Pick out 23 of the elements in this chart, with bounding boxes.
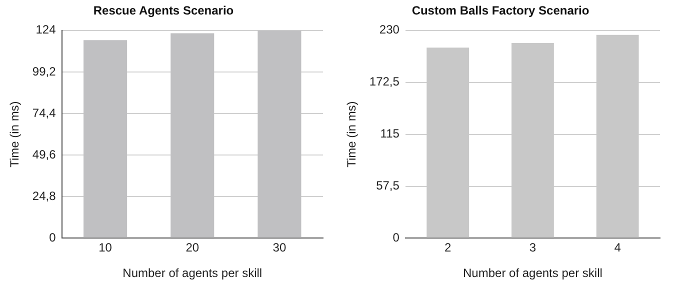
x-tick-label: 20 — [186, 240, 200, 255]
y-tick-label: 0 — [392, 230, 400, 245]
y-tick-label: 74,4 — [32, 106, 56, 120]
y-tick-label: 49,6 — [32, 147, 56, 162]
y-tick-label: 172,5 — [369, 74, 400, 89]
chart-title: Rescue Agents Scenario — [93, 4, 234, 18]
y-tick-label: 124 — [36, 22, 56, 37]
y-axis-title: Time (in ms) — [8, 101, 22, 168]
x-tick-label: 2 — [444, 240, 452, 255]
x-tick-label: 10 — [98, 240, 112, 255]
y-tick-label: 24,8 — [32, 188, 56, 203]
y-tick-label: 115 — [380, 126, 400, 141]
x-tick-label: 4 — [614, 240, 622, 255]
chart-title: Custom Balls Factory Scenario — [412, 4, 590, 18]
x-axis-title: Number of agents per skill — [463, 266, 602, 280]
x-tick-label: 30 — [272, 240, 286, 255]
x-axis-title: Number of agents per skill — [122, 266, 262, 280]
y-tick-label: 230 — [379, 22, 400, 37]
x-tick-label: 3 — [529, 240, 536, 255]
y-tick-label: 0 — [49, 230, 56, 245]
y-tick-label: 57,5 — [376, 178, 400, 193]
y-axis-title: Time (in ms) — [344, 101, 359, 168]
y-tick-label: 99,2 — [32, 64, 56, 78]
